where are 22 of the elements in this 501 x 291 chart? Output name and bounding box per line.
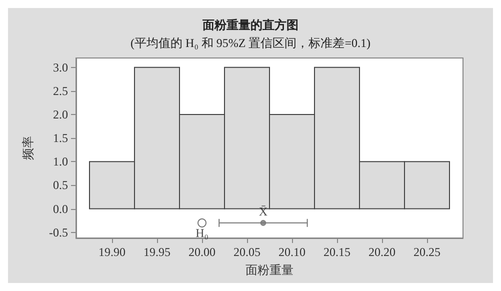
x-tick-label: 19.95 [144, 245, 170, 259]
x-axis-title: 面粉重量 [246, 263, 294, 277]
x-tick-label: 20.00 [188, 245, 216, 259]
y-tick-label: -0.5 [49, 225, 68, 240]
y-tick-label: 1.0 [53, 154, 68, 169]
x-tick-label: 20.25 [414, 245, 440, 259]
y-tick-label: 0.5 [53, 178, 68, 192]
chart-subtitle: (平均值的 H₀ 和 95%Z 置信区间，标准差=0.1) [130, 36, 370, 50]
series-label: X̄ [258, 204, 268, 218]
series-label: H₀ [196, 226, 208, 240]
y-tick-label: 2.0 [53, 108, 68, 122]
y-tick-label: 3.0 [53, 60, 68, 74]
x-tick-label: 20.20 [368, 245, 396, 259]
x-tick-label: 20.05 [234, 245, 260, 259]
y-tick-label: 1.5 [53, 131, 68, 146]
y-axis-title: 频率 [21, 136, 35, 160]
y-tick-label: 2.5 [53, 84, 68, 98]
x-tick-label: 19.90 [98, 245, 126, 259]
x-tick-label: 20.15 [324, 245, 350, 259]
x-tick-label: 20.10 [278, 245, 306, 259]
y-tick-label: 0.0 [53, 202, 68, 216]
chart-title: 面粉重量的直方图 [202, 18, 298, 32]
